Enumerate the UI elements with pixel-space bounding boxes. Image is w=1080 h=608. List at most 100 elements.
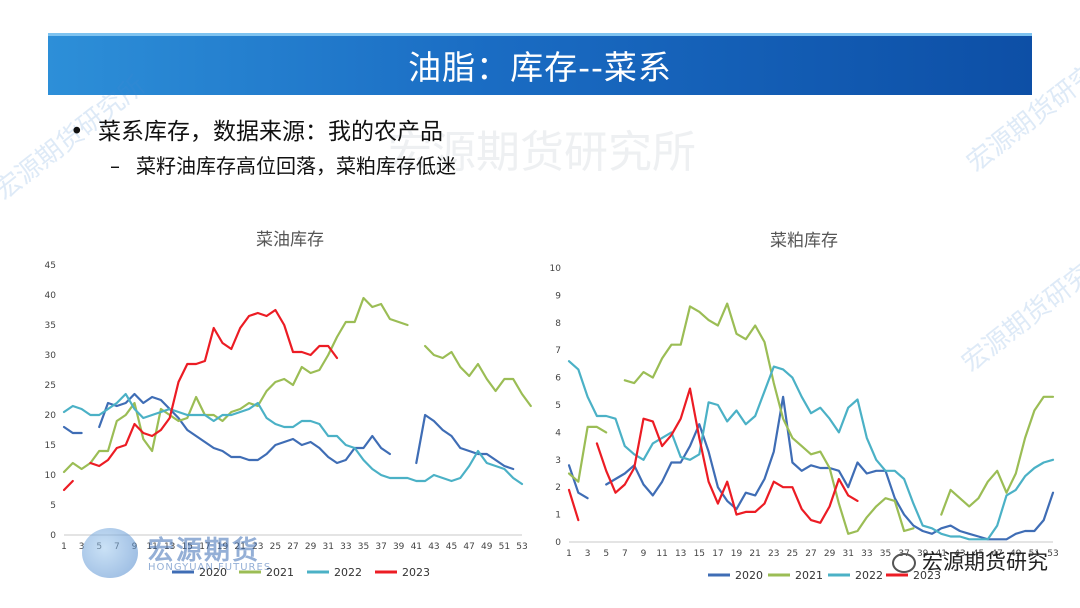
- x-tick-label: 45: [973, 549, 984, 559]
- y-tick-label: 4: [555, 428, 561, 438]
- x-tick-label: 7: [622, 549, 628, 559]
- x-tick-label: 43: [428, 542, 439, 552]
- y-tick-label: 0: [555, 538, 561, 548]
- series-line-2020: [567, 464, 589, 500]
- x-tick-label: 17: [199, 542, 210, 552]
- y-tick-label: 7: [555, 346, 561, 356]
- wechat-name: 宏源期货研究: [922, 550, 1048, 574]
- series-line-2023: [595, 387, 859, 524]
- y-tick-label: 1: [555, 511, 561, 521]
- series-line-2020: [62, 425, 83, 435]
- x-tick-label: 19: [217, 542, 229, 552]
- x-tick-label: 3: [585, 549, 591, 559]
- x-tick-label: 27: [805, 549, 816, 559]
- sub-bullet-dash: –: [110, 154, 120, 178]
- logo-subtitle: HONGYUAN FUTURES: [148, 562, 272, 573]
- y-tick-label: 5: [50, 501, 56, 511]
- logo-name: 宏源期货: [148, 536, 261, 566]
- x-tick-label: 39: [917, 549, 929, 559]
- x-tick-label: 47: [991, 549, 1002, 559]
- x-tick-label: 29: [824, 549, 836, 559]
- x-tick-label: 29: [305, 542, 317, 552]
- x-tick-label: 51: [499, 542, 510, 552]
- y-tick-label: 3: [555, 456, 561, 466]
- y-tick-label: 15: [45, 441, 56, 451]
- logo: 宏源期货 HONGYUAN FUTURES: [82, 528, 312, 580]
- x-tick-label: 17: [712, 549, 723, 559]
- x-tick-label: 39: [393, 542, 405, 552]
- x-tick-label: 9: [641, 549, 647, 559]
- x-tick-label: 11: [656, 549, 667, 559]
- x-tick-label: 33: [340, 542, 351, 552]
- legend-label-2020: 2020: [199, 566, 227, 579]
- legend-label-2022: 2022: [855, 569, 883, 582]
- series-line-2020: [98, 392, 391, 465]
- series-line-2022: [62, 392, 524, 486]
- bullet-list: • 菜系库存，数据来源：我的农产品 – 菜籽油库存高位回落，菜粕库存低迷: [70, 112, 456, 179]
- x-tick-label: 43: [954, 549, 965, 559]
- x-tick-label: 53: [1047, 549, 1058, 559]
- bullet-text: 菜系库存，数据来源：我的农产品: [98, 119, 443, 145]
- y-tick-label: 45: [45, 261, 56, 271]
- y-tick-label: 8: [555, 319, 561, 329]
- y-tick-label: 9: [555, 291, 561, 301]
- series-line-2021: [623, 302, 915, 535]
- series-line-2021: [567, 425, 608, 483]
- x-tick-label: 31: [843, 549, 854, 559]
- x-tick-label: 23: [252, 542, 263, 552]
- legend-label-2020: 2020: [735, 569, 763, 582]
- x-tick-label: 51: [1029, 549, 1040, 559]
- bullet-dot: •: [70, 119, 84, 145]
- x-tick-label: 11: [146, 542, 157, 552]
- x-tick-label: 19: [731, 549, 743, 559]
- x-tick-label: 25: [787, 549, 798, 559]
- y-tick-label: 0: [50, 531, 56, 541]
- legend-label-2023: 2023: [913, 569, 941, 582]
- x-tick-label: 15: [694, 549, 705, 559]
- y-tick-label: 5: [555, 401, 561, 411]
- sub-bullet-item: – 菜籽油库存高位回落，菜粕库存低迷: [110, 150, 456, 179]
- x-tick-label: 1: [61, 542, 67, 552]
- legend-label-2023: 2023: [402, 566, 430, 579]
- series-line-2021: [424, 344, 532, 408]
- chart-title: 菜油库存: [256, 230, 324, 250]
- x-tick-label: 47: [463, 542, 474, 552]
- x-tick-label: 45: [446, 542, 457, 552]
- x-tick-label: 35: [880, 549, 891, 559]
- x-tick-label: 33: [861, 549, 872, 559]
- y-tick-label: 2: [555, 483, 561, 493]
- title-stripe: [48, 33, 1032, 36]
- x-tick-label: 5: [603, 549, 609, 559]
- x-tick-label: 15: [182, 542, 193, 552]
- y-tick-label: 10: [550, 264, 562, 274]
- x-tick-label: 23: [768, 549, 779, 559]
- page-title: 油脂：库存--菜系: [408, 48, 672, 87]
- x-tick-label: 25: [270, 542, 281, 552]
- bullet-item: • 菜系库存，数据来源：我的农产品: [70, 112, 456, 146]
- series-line-2021: [940, 395, 1055, 516]
- x-tick-label: 49: [1010, 549, 1022, 559]
- series-line-2023: [62, 479, 74, 492]
- y-tick-label: 40: [45, 291, 57, 301]
- y-tick-label: 30: [45, 351, 57, 361]
- x-tick-label: 31: [323, 542, 334, 552]
- x-tick-label: 21: [749, 549, 760, 559]
- y-tick-label: 25: [45, 381, 56, 391]
- y-tick-label: 10: [45, 471, 57, 481]
- wechat-watermark: 宏源期货研究: [892, 546, 1048, 576]
- title-bar: 油脂：库存--菜系: [48, 33, 1032, 95]
- y-tick-label: 20: [45, 411, 57, 421]
- legend-label-2021: 2021: [795, 569, 823, 582]
- chart-title: 菜粕库存: [770, 231, 838, 251]
- series-line-2020: [415, 413, 515, 471]
- x-tick-label: 49: [481, 542, 493, 552]
- series-line-2021: [62, 296, 409, 474]
- series-line-2023: [89, 308, 339, 468]
- rapeseed-oil-inventory-chart: 菜油库存051015202530354045135791113151719212…: [45, 230, 532, 579]
- series-line-2022: [567, 360, 1055, 541]
- x-tick-label: 13: [675, 549, 686, 559]
- logo-icon: [82, 528, 138, 578]
- x-tick-label: 21: [234, 542, 245, 552]
- x-tick-label: 41: [936, 549, 947, 559]
